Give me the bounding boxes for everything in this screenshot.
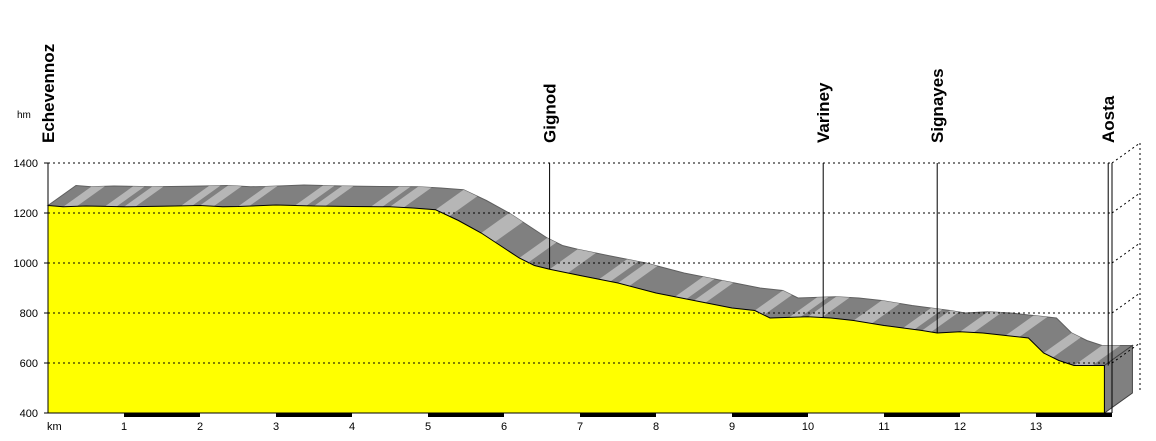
grid-lines xyxy=(48,142,1141,393)
y-tick-label: 1200 xyxy=(14,208,38,220)
relief-stripe xyxy=(808,296,850,318)
relief-stripe xyxy=(960,311,1002,333)
y-tick-label: 600 xyxy=(20,358,38,370)
x-tick-label: 5 xyxy=(425,421,431,433)
km-bar xyxy=(124,413,200,417)
relief-stripe xyxy=(903,308,943,330)
km-bar xyxy=(1036,413,1112,417)
elevation-fill xyxy=(47,204,1105,414)
relief-stripe xyxy=(519,238,557,263)
x-tick-label: 4 xyxy=(349,421,355,433)
relief-stripe xyxy=(105,186,145,207)
y-tick-label: 800 xyxy=(20,308,38,320)
waypoint-label: Gignod xyxy=(541,84,560,143)
y-tick-label: 1400 xyxy=(14,158,38,170)
relief-stripe xyxy=(435,189,478,217)
grid-perspective xyxy=(1111,342,1141,364)
grid-perspective xyxy=(1111,142,1141,164)
y-tick-label: 400 xyxy=(20,408,38,420)
x-tick-label: 7 xyxy=(577,421,583,433)
x-tick-label: 9 xyxy=(729,421,735,433)
waypoint-label: Variney xyxy=(814,82,833,143)
km-bar xyxy=(884,413,960,417)
relief-stripe xyxy=(200,185,242,207)
relief-stripe xyxy=(238,186,278,207)
relief-stripe xyxy=(371,186,411,207)
grid-perspective xyxy=(1111,242,1141,264)
relief-stripe xyxy=(789,297,829,318)
grid-perspective xyxy=(1111,192,1141,214)
km-bar xyxy=(428,413,504,417)
km-bar xyxy=(276,413,352,417)
x-axis-unit: km xyxy=(47,421,62,433)
relief-stripe xyxy=(599,259,639,282)
x-tick-label: 1 xyxy=(121,421,127,433)
x-tick-label: 10 xyxy=(802,421,814,433)
grid-perspective xyxy=(1111,292,1141,314)
waypoint-label: Aosta xyxy=(1099,95,1118,143)
y-tick-label: 1000 xyxy=(14,258,38,270)
relief-stripe xyxy=(314,186,354,207)
km-bar xyxy=(580,413,656,417)
waypoint-label: Signayes xyxy=(928,68,947,143)
km-bar xyxy=(732,413,808,417)
waypoint-label: Echevennoz xyxy=(39,44,58,143)
waypoint-markers: Echevennoz Gignod Variney Signayes Aosta xyxy=(39,44,1118,366)
relief-stripe xyxy=(181,185,221,206)
x-tick-label: 11 xyxy=(878,421,889,433)
elevation-area xyxy=(47,204,1105,414)
x-tick-label: 6 xyxy=(501,421,507,433)
relief-stripe xyxy=(754,290,792,315)
x-tick-label: 2 xyxy=(197,421,203,433)
y-axis-unit: hm xyxy=(17,110,31,121)
relief-stripe xyxy=(481,213,523,242)
relief-stripe xyxy=(694,280,734,303)
relief-stripe xyxy=(295,185,335,206)
relief-stripe xyxy=(124,186,164,207)
relief-stripe xyxy=(1043,333,1081,358)
x-tick-label: 13 xyxy=(1030,421,1042,433)
relief-stripe xyxy=(675,276,715,299)
relief-stripe xyxy=(63,186,105,207)
relief-stripe xyxy=(549,249,596,273)
relief-stripe xyxy=(1005,315,1048,337)
x-tick-label: 3 xyxy=(273,421,279,433)
relief-stripe xyxy=(390,186,432,208)
relief-stripe xyxy=(922,310,960,332)
x-tick-label: 12 xyxy=(954,421,966,433)
relief-stripe xyxy=(618,263,658,286)
relief-stripe xyxy=(853,300,900,324)
relief-shading xyxy=(46,184,1134,366)
x-tick-label: 8 xyxy=(653,421,659,433)
